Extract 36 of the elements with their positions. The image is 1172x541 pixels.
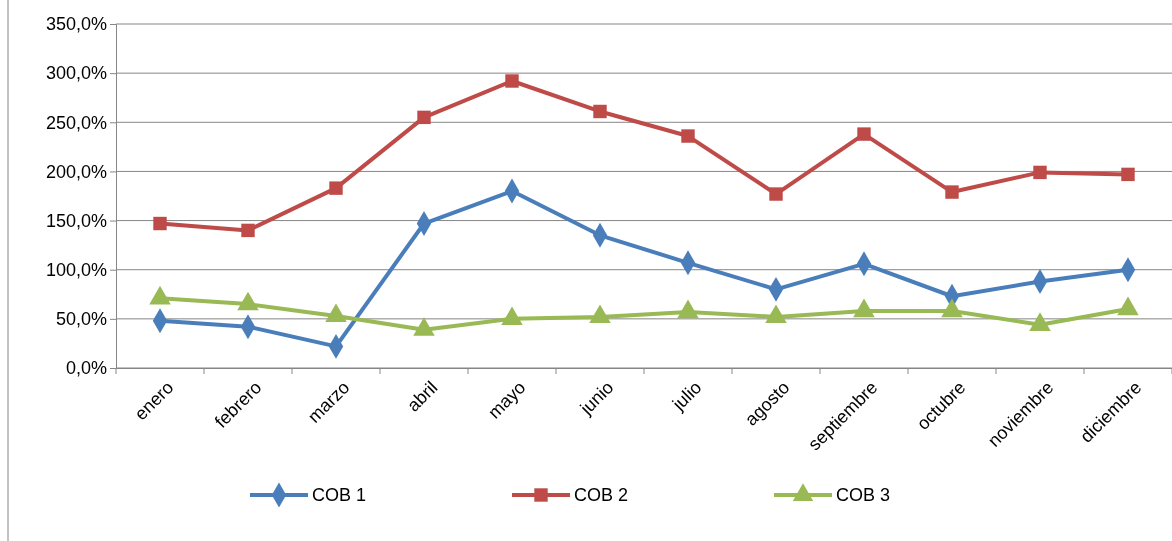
point	[769, 187, 783, 201]
point	[765, 304, 787, 324]
point	[1117, 296, 1139, 316]
point	[857, 127, 871, 141]
point	[1029, 312, 1051, 331]
y-tick-label: 150,0%	[45, 210, 107, 231]
y-tick-label: 200,0%	[45, 161, 107, 182]
point	[501, 306, 523, 326]
point	[681, 129, 695, 143]
point	[505, 74, 519, 88]
point	[417, 110, 431, 125]
y-tick-label: 0,0%	[65, 358, 107, 379]
point	[941, 298, 963, 318]
point	[853, 298, 875, 318]
legend-label: COB 2	[574, 485, 629, 506]
point	[237, 291, 259, 311]
y-tick-label: 50,0%	[55, 309, 107, 330]
point	[1033, 165, 1047, 180]
y-tick-label: 100,0%	[45, 259, 107, 280]
point	[593, 104, 607, 119]
point	[945, 185, 959, 199]
legend-label: COB 3	[836, 485, 891, 506]
point	[413, 317, 435, 336]
point	[325, 303, 347, 323]
point	[241, 223, 255, 238]
point	[1121, 167, 1135, 182]
point	[329, 181, 343, 195]
legend-label: COB 1	[312, 485, 367, 506]
x-tick-label: julio	[667, 377, 706, 415]
point	[589, 304, 611, 324]
point	[149, 285, 171, 305]
point	[677, 299, 699, 319]
y-tick-label: 350,0%	[45, 14, 107, 35]
y-tick-label: 250,0%	[45, 112, 107, 133]
point	[153, 216, 167, 231]
y-tick-label: 300,0%	[45, 63, 107, 84]
